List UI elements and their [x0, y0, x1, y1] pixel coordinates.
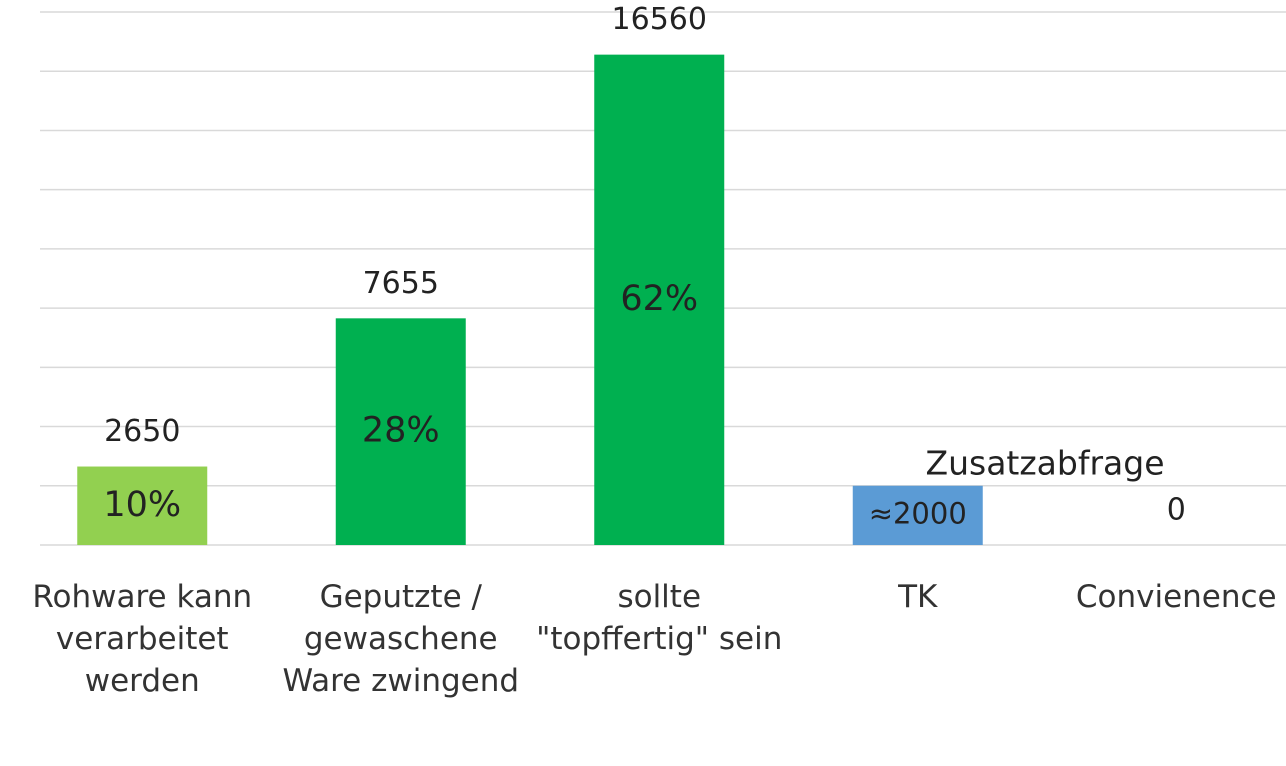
x-tick-label: sollte "topffertig" sein [536, 579, 783, 657]
value-label: 7655 [363, 266, 439, 301]
x-tick-label: Geputzte / gewaschene Ware zwingend [282, 579, 520, 699]
annotation: Zusatzabfrage [925, 444, 1164, 483]
x-tick-label: Rohware kann verarbeitet werden [32, 579, 253, 699]
share-label: 10% [103, 485, 181, 525]
share-label: 28% [362, 411, 440, 451]
value-label: 2650 [104, 414, 180, 449]
bar [594, 54, 725, 545]
bar [77, 466, 208, 545]
value-label: 16560 [612, 2, 707, 37]
x-tick-label: TK [898, 579, 938, 615]
share-label: 62% [620, 279, 698, 319]
value-label: ≈2000 [869, 496, 967, 530]
bar [852, 485, 983, 545]
x-tick-label: Convienence [1075, 579, 1277, 615]
value-label: 0 [1167, 493, 1186, 528]
bar [335, 318, 466, 545]
